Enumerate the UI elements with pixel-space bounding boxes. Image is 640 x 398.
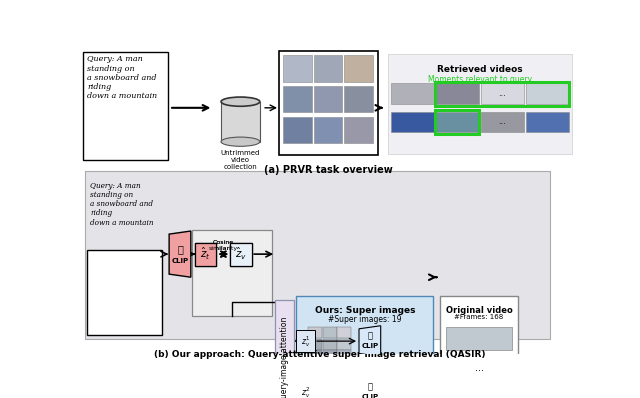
Text: Cosine
similarity: Cosine similarity [209,240,238,251]
FancyBboxPatch shape [87,250,162,335]
Text: Retrieved videos: Retrieved videos [437,65,523,74]
Text: $z_v^1$: $z_v^1$ [301,334,310,349]
Bar [308,381,322,392]
Text: $\hat{z}_t$: $\hat{z}_t$ [200,246,211,262]
Bar [391,112,434,133]
Bar [314,86,342,113]
Bar [344,117,373,143]
FancyBboxPatch shape [296,330,315,352]
Bar [337,339,351,349]
Bar [314,55,342,82]
Text: CLIP: CLIP [172,258,189,264]
Bar [388,54,572,154]
FancyBboxPatch shape [279,51,378,155]
Bar [323,339,337,349]
Bar [435,82,569,105]
Text: #Frames: 168: #Frames: 168 [454,314,504,320]
Text: CLIP: CLIP [362,394,378,398]
Text: Query: A man
standing on
a snowboard and
riding
down a mountain: Query: A man standing on a snowboard and… [87,55,157,100]
Bar [308,327,322,338]
Polygon shape [359,377,381,398]
Bar [481,83,524,104]
Bar [323,327,337,338]
Text: (a) PRVR task overview: (a) PRVR task overview [264,165,392,175]
FancyBboxPatch shape [191,230,272,316]
FancyBboxPatch shape [230,243,252,266]
Bar [323,350,337,361]
Bar [308,393,322,398]
Text: (b) Our approach: Query-attentive super image retrieval (QASIR): (b) Our approach: Query-attentive super … [154,349,486,359]
FancyBboxPatch shape [195,243,216,266]
FancyBboxPatch shape [83,53,168,160]
Text: 🔒: 🔒 [177,244,183,254]
Text: Cosine
similarity: Cosine similarity [209,240,238,251]
Bar [283,86,312,113]
Ellipse shape [221,97,260,106]
Bar [323,381,337,392]
Text: Original video: Original video [445,306,513,315]
Bar [84,171,550,339]
FancyBboxPatch shape [275,300,294,398]
Text: $z_v^2$: $z_v^2$ [301,385,310,398]
Text: Moments relevant to query: Moments relevant to query [428,75,532,84]
Bar [283,117,312,143]
Bar [436,112,479,133]
Bar [314,117,342,143]
Bar [481,112,524,133]
Text: 🔒: 🔒 [367,331,372,340]
Bar [446,367,513,390]
Text: CLIP: CLIP [362,343,378,349]
Bar [435,110,479,134]
Bar [525,83,569,104]
Text: #Super images: 19: #Super images: 19 [328,315,401,324]
Bar [436,83,479,104]
Polygon shape [359,326,381,357]
Text: $\hat{z}_v$: $\hat{z}_v$ [236,246,247,262]
Bar [337,381,351,392]
FancyBboxPatch shape [195,243,216,266]
Bar [323,393,337,398]
FancyBboxPatch shape [296,296,433,398]
Text: $\hat{z}_t$: $\hat{z}_t$ [200,246,211,262]
Text: 🔒: 🔒 [367,383,372,392]
Bar [391,83,434,104]
Bar [344,86,373,113]
Text: ...: ... [499,117,506,126]
Polygon shape [169,231,191,277]
Bar [344,55,373,82]
FancyBboxPatch shape [440,296,518,398]
Text: ...: ... [475,363,484,373]
Bar [283,55,312,82]
Text: Query: A man
standing on
a snowboard and
riding
down a mountain: Query: A man standing on a snowboard and… [90,182,154,226]
Bar [337,327,351,338]
Text: Untrimmed
video
collection: Untrimmed video collection [221,150,260,170]
FancyBboxPatch shape [296,382,315,398]
Bar [308,339,322,349]
Ellipse shape [221,137,260,146]
Text: Ours: Super images: Ours: Super images [315,306,415,315]
Text: ...: ... [499,89,506,98]
Text: $\hat{z}_v$: $\hat{z}_v$ [236,246,247,262]
Bar [446,327,513,350]
Bar [308,350,322,361]
Bar [525,112,569,133]
Text: Query-image attention: Query-image attention [280,316,289,398]
Bar [221,101,260,142]
FancyBboxPatch shape [230,243,252,266]
Bar [337,393,351,398]
Bar [337,350,351,361]
